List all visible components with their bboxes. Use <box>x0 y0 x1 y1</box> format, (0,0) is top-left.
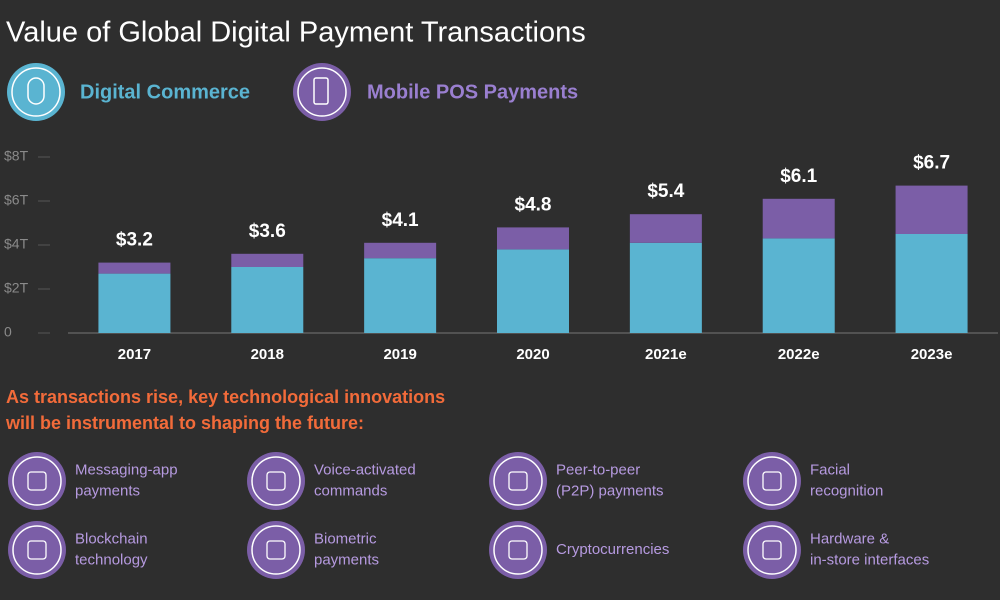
innovation-icon-ring <box>747 456 797 506</box>
innovation-icon <box>743 452 801 510</box>
innovation-label: Voice-activated <box>314 461 416 478</box>
y-tick-label: $8T <box>4 148 29 164</box>
innovation-icon <box>247 452 305 510</box>
x-tick-label: 2020 <box>516 346 549 363</box>
x-tick-label: 2021e <box>645 346 687 363</box>
y-tick-label: 0 <box>4 324 12 340</box>
innovation-label: Biometric <box>314 530 377 547</box>
x-tick-label: 2018 <box>251 346 284 363</box>
bar-segment <box>497 227 569 250</box>
legend <box>7 63 351 121</box>
innovation-icon-ring <box>747 525 797 575</box>
innovation-label: Messaging-app <box>75 461 178 478</box>
y-tick-label: $2T <box>4 280 29 296</box>
legend-icon-ring <box>297 67 347 117</box>
innovation-label: Hardware & <box>810 530 889 547</box>
y-tick-label: $6T <box>4 192 29 208</box>
innovation-label: Cryptocurrencies <box>556 541 669 558</box>
legend-icon <box>7 63 65 121</box>
bar-segment <box>629 214 702 243</box>
bar-segment <box>762 238 835 333</box>
x-tick-label: 2019 <box>383 346 416 363</box>
innovation-label: payments <box>75 482 140 499</box>
phone-icon <box>313 77 329 105</box>
innovation-label: in-store interfaces <box>810 551 929 568</box>
innovation-label: Blockchain <box>75 530 148 547</box>
bar-segment <box>98 262 171 274</box>
innovation-label: (P2P) payments <box>556 482 664 499</box>
legend-label: Mobile POS Payments <box>367 81 578 103</box>
total-label: $6.1 <box>780 166 817 187</box>
legend-icon <box>293 63 351 121</box>
innovation-label: Facial <box>810 461 850 478</box>
innovation-glyph <box>762 540 782 560</box>
legend-icon-ring <box>11 67 61 117</box>
innovation-icon-ring <box>493 525 543 575</box>
bar-segment <box>895 234 968 333</box>
x-tick-label: 2022e <box>778 346 820 363</box>
bar-segment <box>231 267 304 333</box>
innovation-icon-ring <box>12 456 62 506</box>
innovation-icon <box>8 521 66 579</box>
innovation-icon-ring <box>493 456 543 506</box>
mouse-icon <box>27 77 45 105</box>
section-heading: will be instrumental to shaping the futu… <box>5 413 364 433</box>
total-label: $3.2 <box>116 230 153 251</box>
innovation-icon-ring <box>12 525 62 575</box>
innovation-glyph <box>27 471 47 491</box>
section-heading: As transactions rise, key technological … <box>6 387 445 407</box>
innovation-icon-ring <box>251 525 301 575</box>
bar-segment <box>98 273 171 333</box>
x-tick-label: 2023e <box>911 346 953 363</box>
bar-segment <box>231 253 304 267</box>
innovation-label: recognition <box>810 482 883 499</box>
innovation-icon <box>489 452 547 510</box>
bar-segment <box>497 249 569 333</box>
y-tick-label: $4T <box>4 236 29 252</box>
bar-segment <box>629 242 702 333</box>
total-label: $4.8 <box>515 194 552 215</box>
total-label: $4.1 <box>382 210 419 231</box>
innovation-glyph <box>27 540 47 560</box>
innovation-icon <box>743 521 801 579</box>
innovation-glyph <box>266 540 286 560</box>
innovation-label: payments <box>314 551 379 568</box>
total-label: $3.6 <box>249 221 286 242</box>
bar-segment <box>895 185 968 234</box>
innovation-icon <box>489 521 547 579</box>
total-label: $5.4 <box>647 181 684 202</box>
total-label: $6.7 <box>913 153 950 174</box>
innovation-icon-ring <box>251 456 301 506</box>
bar-segment <box>364 258 437 333</box>
innovation-glyph <box>508 471 528 491</box>
innovation-label: technology <box>75 551 148 568</box>
innovation-icon <box>247 521 305 579</box>
innovation-icon <box>8 452 66 510</box>
innovation-glyph <box>762 471 782 491</box>
innovation-glyph <box>508 540 528 560</box>
innovation-glyph <box>266 471 286 491</box>
legend-label: Digital Commerce <box>80 81 250 103</box>
chart-title: Value of Global Digital Payment Transact… <box>6 17 586 49</box>
bar-segment <box>762 198 835 239</box>
innovation-label: Peer-to-peer <box>556 461 640 478</box>
bar-segment <box>364 242 437 259</box>
x-tick-label: 2017 <box>118 346 151 363</box>
innovation-label: commands <box>314 482 387 499</box>
